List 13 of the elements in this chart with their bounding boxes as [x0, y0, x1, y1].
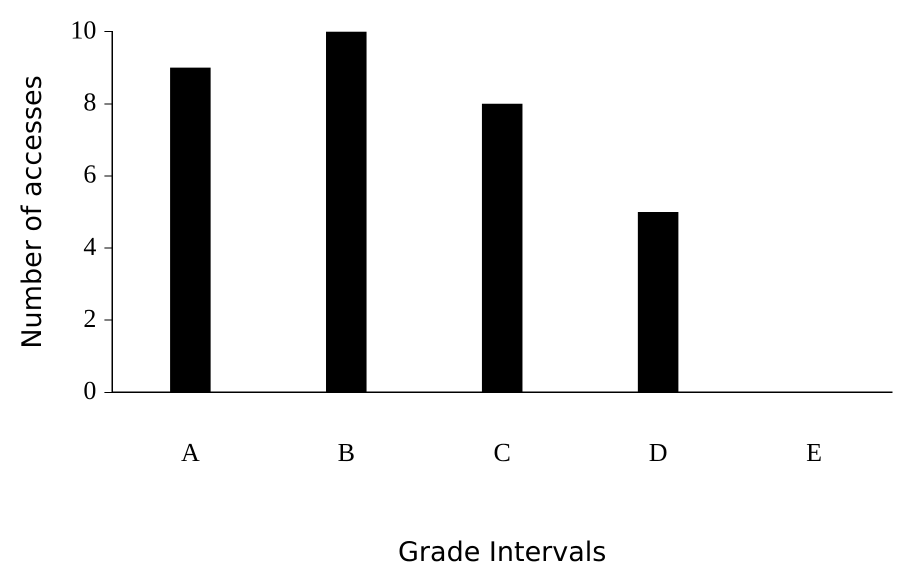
y-tick-label: 8	[83, 88, 96, 117]
x-tick-label: B	[338, 438, 355, 467]
y-tick-label: 0	[83, 376, 96, 406]
x-tick-label: A	[180, 438, 200, 467]
x-axis-title: Grade Intervals	[398, 536, 606, 568]
y-tick-label: 6	[83, 160, 96, 189]
y-axis-title: Number of accesses	[17, 75, 48, 349]
x-tick-label: D	[648, 438, 668, 467]
y-tick-label: 2	[83, 304, 96, 334]
x-tick-label: E	[806, 438, 822, 467]
x-tick-label: C	[494, 438, 511, 467]
y-tick-label: 10	[70, 15, 96, 44]
y-tick-label: 4	[83, 232, 96, 261]
